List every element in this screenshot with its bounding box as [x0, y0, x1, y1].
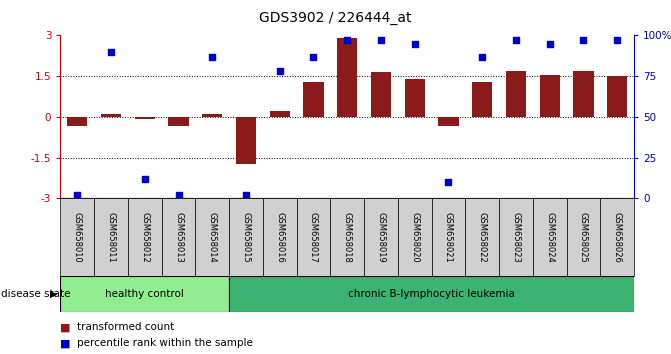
Text: percentile rank within the sample: percentile rank within the sample: [77, 338, 253, 348]
Bar: [499, 198, 533, 276]
Text: GSM658016: GSM658016: [275, 212, 285, 263]
Text: chronic B-lymphocytic leukemia: chronic B-lymphocytic leukemia: [348, 289, 515, 299]
Bar: [135, 117, 155, 119]
Bar: [263, 198, 297, 276]
Point: [105, 49, 116, 55]
Point: [511, 38, 521, 43]
Bar: [573, 71, 594, 117]
Text: transformed count: transformed count: [77, 322, 174, 332]
Bar: [533, 198, 566, 276]
Bar: [94, 198, 128, 276]
Bar: [466, 198, 499, 276]
Bar: [566, 198, 601, 276]
Bar: [431, 198, 466, 276]
Text: GSM658024: GSM658024: [546, 212, 554, 263]
Bar: [607, 76, 627, 117]
Bar: [330, 198, 364, 276]
Text: GSM658017: GSM658017: [309, 212, 318, 263]
Text: ■: ■: [60, 338, 71, 348]
Bar: [506, 71, 526, 117]
Text: GSM658013: GSM658013: [174, 212, 183, 263]
Text: GDS3902 / 226444_at: GDS3902 / 226444_at: [259, 11, 412, 25]
Point: [72, 192, 83, 198]
Bar: [405, 79, 425, 117]
Bar: [371, 72, 391, 117]
Point: [443, 179, 454, 185]
Bar: [364, 198, 398, 276]
Bar: [128, 198, 162, 276]
Bar: [101, 114, 121, 117]
Point: [241, 192, 252, 198]
Text: healthy control: healthy control: [105, 289, 185, 299]
Point: [578, 38, 589, 43]
Text: GSM658015: GSM658015: [242, 212, 250, 263]
Bar: [195, 198, 229, 276]
Bar: [601, 198, 634, 276]
Text: ■: ■: [60, 322, 71, 332]
Point: [409, 41, 420, 46]
Bar: [162, 198, 195, 276]
Point: [173, 192, 184, 198]
Bar: [60, 198, 94, 276]
Point: [477, 54, 488, 59]
Bar: [229, 276, 634, 312]
Point: [207, 54, 217, 59]
Text: GSM658011: GSM658011: [107, 212, 115, 263]
Bar: [67, 117, 87, 126]
Point: [274, 68, 285, 74]
Bar: [236, 117, 256, 164]
Point: [308, 54, 319, 59]
Bar: [303, 81, 323, 117]
Bar: [60, 276, 229, 312]
Point: [342, 38, 353, 43]
Text: GSM658026: GSM658026: [613, 212, 622, 263]
Text: GSM658020: GSM658020: [410, 212, 419, 263]
Text: GSM658023: GSM658023: [511, 212, 521, 263]
Text: GSM658019: GSM658019: [376, 212, 386, 263]
Bar: [398, 198, 431, 276]
Text: GSM658012: GSM658012: [140, 212, 149, 263]
Point: [544, 41, 555, 46]
Point: [376, 38, 386, 43]
Bar: [168, 117, 189, 126]
Point: [612, 38, 623, 43]
Text: GSM658025: GSM658025: [579, 212, 588, 263]
Bar: [337, 38, 358, 117]
Bar: [229, 198, 263, 276]
Point: [140, 176, 150, 182]
Bar: [438, 117, 458, 126]
Bar: [297, 198, 330, 276]
Text: GSM658022: GSM658022: [478, 212, 486, 263]
Text: GSM658018: GSM658018: [343, 212, 352, 263]
Text: GSM658014: GSM658014: [208, 212, 217, 263]
Bar: [472, 81, 493, 117]
Bar: [202, 114, 222, 117]
Bar: [539, 75, 560, 117]
Text: disease state: disease state: [1, 289, 70, 299]
Text: GSM658021: GSM658021: [444, 212, 453, 263]
Text: GSM658010: GSM658010: [72, 212, 82, 263]
Bar: [270, 111, 290, 117]
Text: ▶: ▶: [50, 289, 58, 299]
